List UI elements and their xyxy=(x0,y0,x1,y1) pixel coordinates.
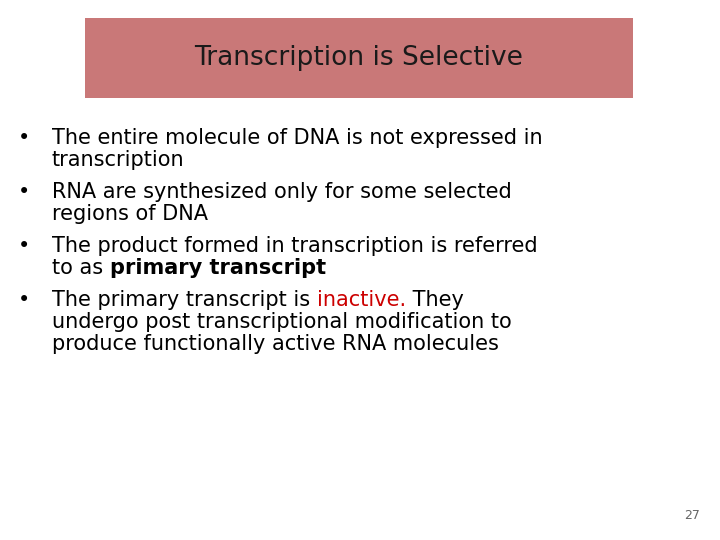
Text: •: • xyxy=(18,236,30,256)
Text: •: • xyxy=(18,182,30,202)
Text: inactive.: inactive. xyxy=(317,290,406,310)
Text: regions of DNA: regions of DNA xyxy=(52,204,208,224)
Text: •: • xyxy=(18,128,30,148)
Text: The entire molecule of DNA is not expressed in: The entire molecule of DNA is not expres… xyxy=(52,128,543,148)
Text: transcription: transcription xyxy=(52,150,184,170)
Text: Transcription is Selective: Transcription is Selective xyxy=(194,45,523,71)
Text: RNA are synthesized only for some selected: RNA are synthesized only for some select… xyxy=(52,182,512,202)
Text: 27: 27 xyxy=(684,509,700,522)
Text: undergo post transcriptional modification to: undergo post transcriptional modificatio… xyxy=(52,312,512,332)
Text: The product formed in transcription is referred: The product formed in transcription is r… xyxy=(52,236,538,256)
Text: produce functionally active RNA molecules: produce functionally active RNA molecule… xyxy=(52,334,499,354)
Text: primary transcript: primary transcript xyxy=(109,258,326,278)
FancyBboxPatch shape xyxy=(85,18,633,98)
Text: •: • xyxy=(18,290,30,310)
Text: They: They xyxy=(406,290,464,310)
Text: to as: to as xyxy=(52,258,109,278)
Text: The primary transcript is: The primary transcript is xyxy=(52,290,317,310)
